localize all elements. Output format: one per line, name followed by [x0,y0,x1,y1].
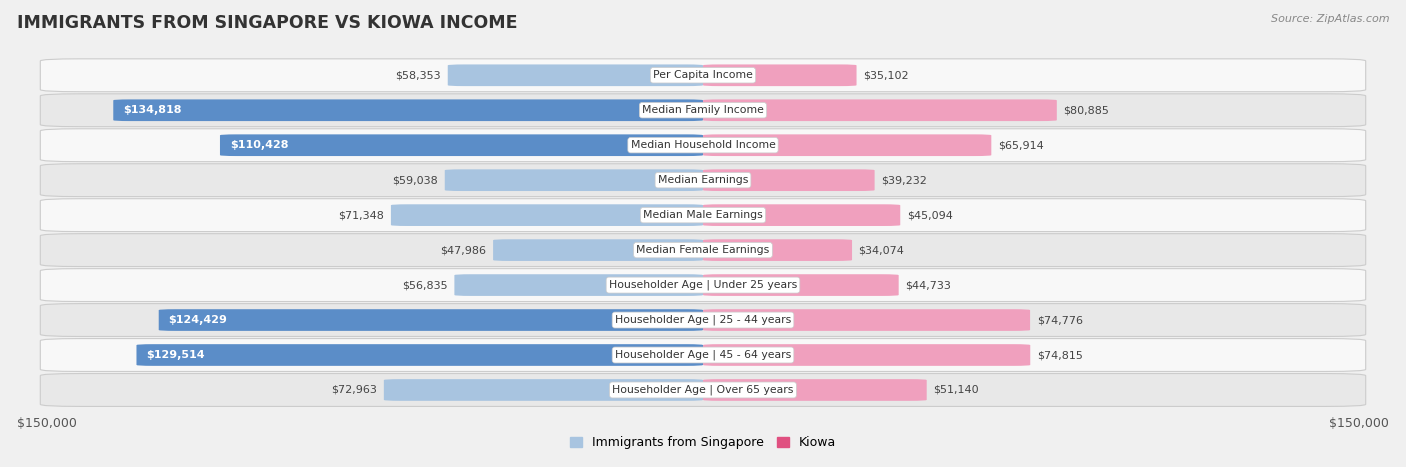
Text: $39,232: $39,232 [882,175,927,185]
FancyBboxPatch shape [136,344,703,366]
FancyBboxPatch shape [444,170,703,191]
FancyBboxPatch shape [41,269,1365,302]
Text: Source: ZipAtlas.com: Source: ZipAtlas.com [1271,14,1389,24]
FancyBboxPatch shape [703,134,991,156]
Text: $45,094: $45,094 [907,210,953,220]
FancyBboxPatch shape [703,204,900,226]
Text: $80,885: $80,885 [1063,105,1109,115]
Text: $34,074: $34,074 [859,245,904,255]
FancyBboxPatch shape [41,59,1365,92]
Text: Per Capita Income: Per Capita Income [652,70,754,80]
Text: $71,348: $71,348 [339,210,384,220]
FancyBboxPatch shape [41,304,1365,337]
FancyBboxPatch shape [41,234,1365,267]
FancyBboxPatch shape [41,374,1365,406]
FancyBboxPatch shape [41,94,1365,127]
Text: $56,835: $56,835 [402,280,449,290]
FancyBboxPatch shape [159,309,703,331]
Text: Median Household Income: Median Household Income [630,140,776,150]
FancyBboxPatch shape [703,64,856,86]
FancyBboxPatch shape [703,239,852,261]
FancyBboxPatch shape [703,309,1031,331]
Text: Householder Age | Over 65 years: Householder Age | Over 65 years [612,385,794,395]
FancyBboxPatch shape [703,344,1031,366]
Text: Median Male Earnings: Median Male Earnings [643,210,763,220]
Text: IMMIGRANTS FROM SINGAPORE VS KIOWA INCOME: IMMIGRANTS FROM SINGAPORE VS KIOWA INCOM… [17,14,517,32]
FancyBboxPatch shape [41,129,1365,162]
Text: $110,428: $110,428 [229,140,288,150]
Text: $35,102: $35,102 [863,70,908,80]
FancyBboxPatch shape [114,99,703,121]
Text: Householder Age | 25 - 44 years: Householder Age | 25 - 44 years [614,315,792,325]
Text: $124,429: $124,429 [169,315,228,325]
FancyBboxPatch shape [703,99,1057,121]
Legend: Immigrants from Singapore, Kiowa: Immigrants from Singapore, Kiowa [565,432,841,454]
FancyBboxPatch shape [703,379,927,401]
FancyBboxPatch shape [494,239,703,261]
Text: $129,514: $129,514 [146,350,205,360]
Text: Median Earnings: Median Earnings [658,175,748,185]
Text: $44,733: $44,733 [905,280,950,290]
FancyBboxPatch shape [41,339,1365,371]
FancyBboxPatch shape [391,204,703,226]
FancyBboxPatch shape [41,164,1365,197]
FancyBboxPatch shape [219,134,703,156]
FancyBboxPatch shape [703,170,875,191]
Text: $74,776: $74,776 [1036,315,1083,325]
Text: $58,353: $58,353 [395,70,441,80]
Text: $134,818: $134,818 [124,105,181,115]
Text: $47,986: $47,986 [440,245,486,255]
FancyBboxPatch shape [454,274,703,296]
Text: Median Female Earnings: Median Female Earnings [637,245,769,255]
Text: $74,815: $74,815 [1036,350,1083,360]
FancyBboxPatch shape [447,64,703,86]
Text: $59,038: $59,038 [392,175,439,185]
Text: $65,914: $65,914 [998,140,1043,150]
FancyBboxPatch shape [41,198,1365,232]
Text: Householder Age | 45 - 64 years: Householder Age | 45 - 64 years [614,350,792,360]
Text: Median Family Income: Median Family Income [643,105,763,115]
Text: $51,140: $51,140 [934,385,979,395]
FancyBboxPatch shape [703,274,898,296]
Text: Householder Age | Under 25 years: Householder Age | Under 25 years [609,280,797,290]
FancyBboxPatch shape [384,379,703,401]
Text: $72,963: $72,963 [332,385,377,395]
